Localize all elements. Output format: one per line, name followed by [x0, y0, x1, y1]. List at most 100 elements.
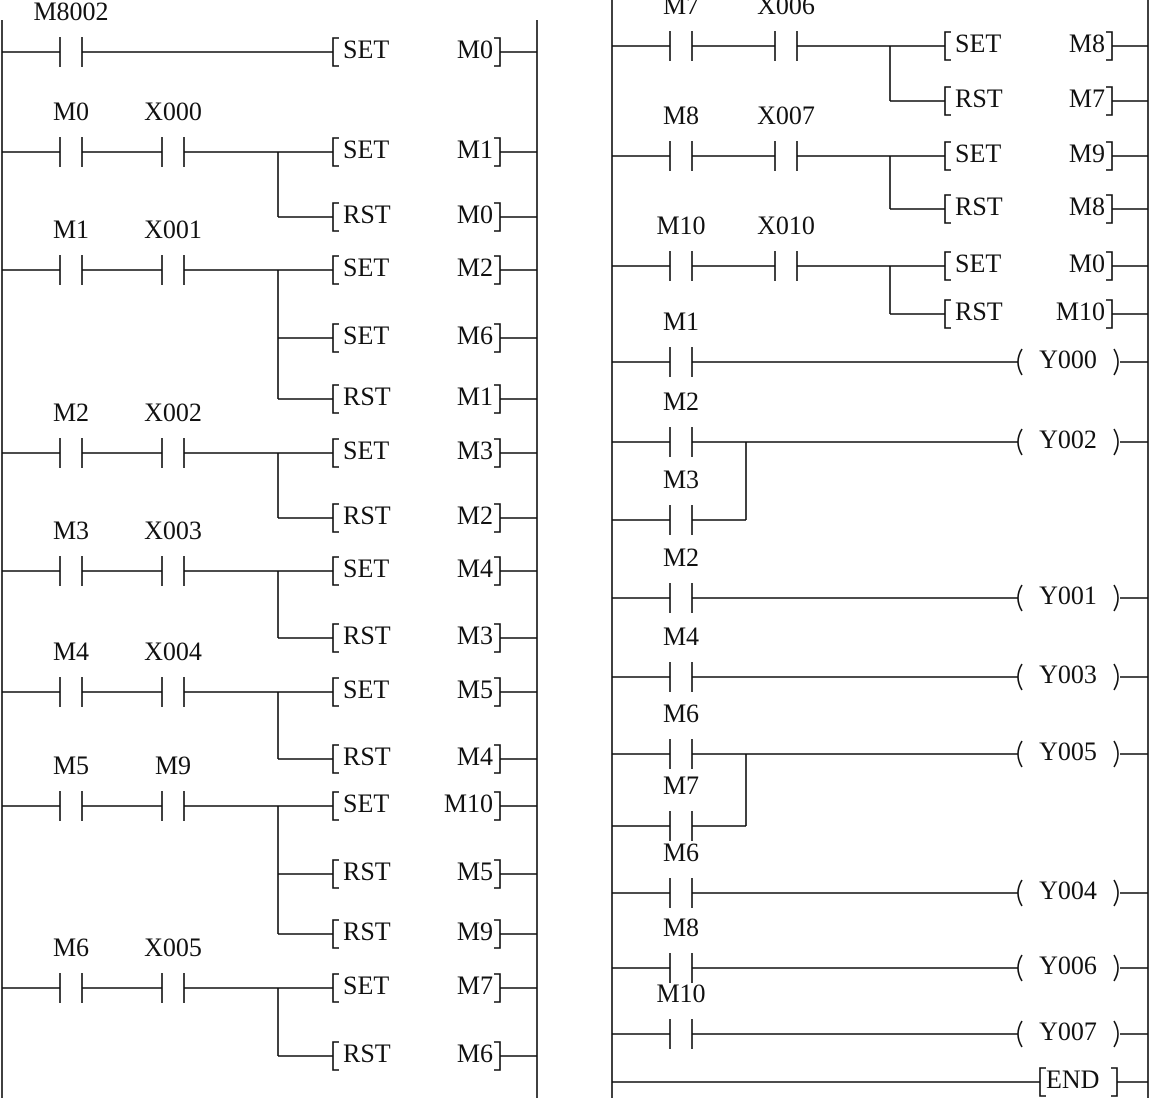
operand: M0 — [457, 35, 493, 64]
bracket — [332, 1041, 339, 1071]
instruction: RST — [343, 382, 391, 411]
contact-label: M8002 — [33, 0, 108, 26]
coil — [1017, 663, 1023, 691]
contact-label: X002 — [144, 398, 202, 427]
bracket — [944, 194, 951, 224]
bracket — [494, 791, 501, 821]
operand: M7 — [1069, 84, 1105, 113]
contact-label: M10 — [656, 211, 705, 240]
bracket — [332, 255, 339, 285]
bracket — [1106, 141, 1113, 171]
bracket — [944, 251, 951, 281]
bracket — [1106, 31, 1113, 61]
coil — [1017, 879, 1023, 907]
bracket — [494, 973, 501, 1003]
bracket — [494, 255, 501, 285]
bracket — [494, 859, 501, 889]
bracket — [494, 37, 501, 67]
contact-label: M3 — [663, 465, 699, 494]
operand: M0 — [457, 200, 493, 229]
bracket — [332, 623, 339, 653]
operand: M3 — [457, 621, 493, 650]
instruction: SET — [343, 675, 389, 704]
bracket — [944, 141, 951, 171]
instruction: SET — [343, 971, 389, 1000]
coil — [1113, 879, 1119, 907]
contact-label: M10 — [656, 979, 705, 1008]
instruction: RST — [343, 200, 391, 229]
bracket — [494, 744, 501, 774]
operand: M4 — [457, 554, 493, 583]
bracket — [1039, 1067, 1046, 1097]
instruction: SET — [343, 321, 389, 350]
bracket — [944, 86, 951, 116]
operand: M4 — [457, 742, 493, 771]
coil-label: Y003 — [1039, 660, 1097, 689]
instruction: RST — [955, 84, 1003, 113]
coil — [1113, 348, 1119, 376]
contact-label: M1 — [663, 307, 699, 336]
coil-label: Y005 — [1039, 737, 1097, 766]
operand: M9 — [1069, 139, 1105, 168]
coil — [1113, 428, 1119, 456]
coil — [1017, 954, 1023, 982]
contact-label: M4 — [53, 637, 89, 666]
operand: M1 — [457, 382, 493, 411]
bracket — [494, 137, 501, 167]
operand: M2 — [457, 501, 493, 530]
bracket — [332, 919, 339, 949]
coil — [1113, 584, 1119, 612]
instruction: RST — [343, 621, 391, 650]
contact-label: M6 — [663, 838, 699, 867]
coil — [1017, 348, 1023, 376]
operand: M0 — [1069, 249, 1105, 278]
coil — [1017, 584, 1023, 612]
bracket — [332, 503, 339, 533]
bracket — [494, 556, 501, 586]
coil — [1113, 663, 1119, 691]
coil — [1017, 740, 1023, 768]
instruction: SET — [343, 253, 389, 282]
bracket — [332, 37, 339, 67]
operand: M6 — [457, 1039, 493, 1068]
operand: M2 — [457, 253, 493, 282]
contact-label: M6 — [53, 933, 89, 962]
coil-label: Y001 — [1039, 581, 1097, 610]
coil-label: Y007 — [1039, 1017, 1097, 1046]
operand: M10 — [444, 789, 493, 818]
coil-label: Y004 — [1039, 876, 1097, 905]
bracket — [332, 323, 339, 353]
contact-label: M2 — [53, 398, 89, 427]
bracket — [1111, 1067, 1118, 1097]
operand: M5 — [457, 675, 493, 704]
contact-label: X001 — [144, 215, 202, 244]
operand: M1 — [457, 135, 493, 164]
bracket — [494, 384, 501, 414]
instruction: RST — [343, 1039, 391, 1068]
bracket — [332, 438, 339, 468]
contact-label: M3 — [53, 516, 89, 545]
bracket — [332, 384, 339, 414]
contact-label: M2 — [663, 387, 699, 416]
instruction: SET — [343, 436, 389, 465]
contact-label: X007 — [757, 101, 815, 130]
coil-label: Y000 — [1039, 345, 1097, 374]
bracket — [332, 677, 339, 707]
instruction: SET — [343, 35, 389, 64]
instruction: SET — [343, 789, 389, 818]
bracket — [494, 623, 501, 653]
bracket — [1106, 194, 1113, 224]
operand: M5 — [457, 857, 493, 886]
bracket — [1106, 86, 1113, 116]
bracket — [1106, 251, 1113, 281]
bracket — [494, 1041, 501, 1071]
contact-label: M4 — [663, 622, 699, 651]
instruction: END — [1046, 1065, 1099, 1094]
instruction: SET — [343, 554, 389, 583]
contact-label: M7 — [663, 771, 699, 800]
operand: M9 — [457, 917, 493, 946]
operand: M8 — [1069, 192, 1105, 221]
bracket — [494, 202, 501, 232]
operand: M7 — [457, 971, 493, 1000]
bracket — [494, 677, 501, 707]
